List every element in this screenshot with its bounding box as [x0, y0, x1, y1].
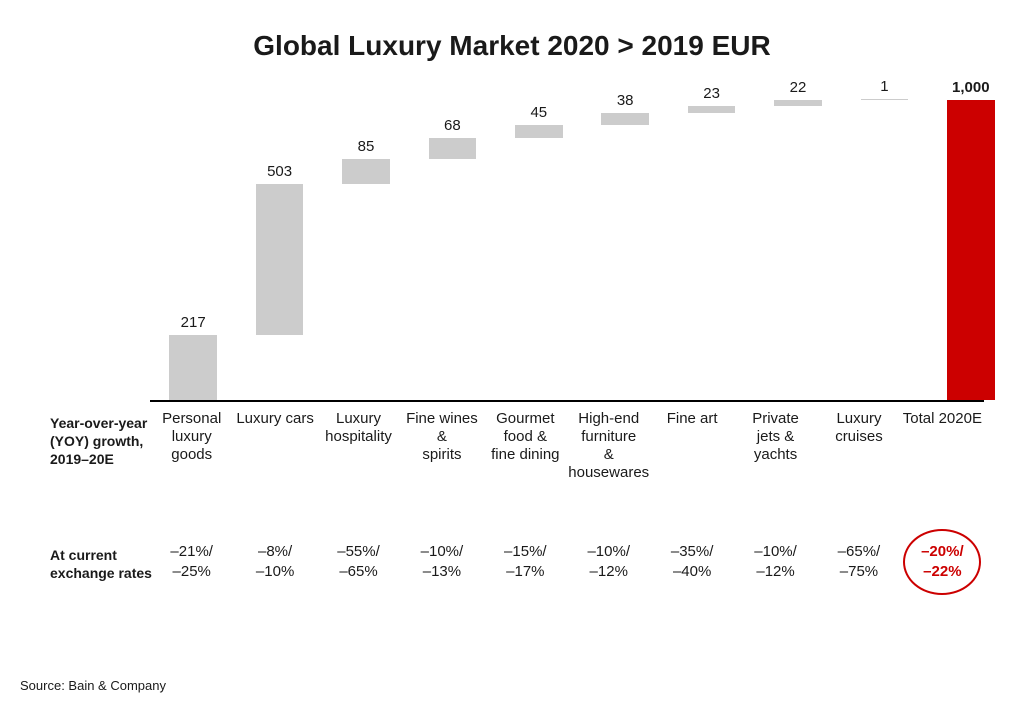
bar-column: 85: [323, 100, 409, 400]
bar-value-label: 1,000: [908, 79, 1024, 96]
category-label: High-endfurniture&housewares: [567, 410, 650, 482]
segment-bar: [774, 100, 822, 107]
category-label: Luxury cars: [233, 410, 316, 428]
bar-column: 68: [409, 100, 495, 400]
bar-column: 45: [496, 100, 582, 400]
segment-bar: [429, 138, 477, 158]
category-labels-row: PersonalluxurygoodsLuxury carsLuxuryhosp…: [150, 410, 984, 482]
highlight-circle: [903, 529, 981, 595]
bar-column: 23: [668, 100, 754, 400]
segment-bar: [169, 335, 217, 400]
category-label: Luxuryhospitality: [317, 410, 400, 446]
segment-bar: [861, 99, 909, 100]
total-bar: [947, 100, 995, 400]
total-rate: –20%/–22%: [901, 542, 984, 583]
chart-title: Global Luxury Market 2020 > 2019 EUR: [30, 30, 994, 62]
category-label: Fine wines&spirits: [400, 410, 483, 464]
bar-column: 1: [841, 100, 927, 400]
segment-rate: –65%/–75%: [817, 542, 900, 583]
yoy-heading: Year-over-year (YOY) growth, 2019–20E: [50, 414, 170, 469]
bar-column: 217: [150, 100, 236, 400]
segment-rate: –10%/–13%: [400, 542, 483, 583]
waterfall-chart: 21750385684538232211,000: [150, 82, 984, 402]
segment-bar: [256, 184, 304, 335]
bar-column: 22: [755, 100, 841, 400]
segment-bar: [342, 159, 390, 185]
segment-rate: –15%/–17%: [484, 542, 567, 583]
rates-row: –21%/–25%–8%/–10%–55%/–65%–10%/–13%–15%/…: [150, 542, 984, 583]
category-label: Luxurycruises: [817, 410, 900, 446]
segment-rate: –10%/–12%: [734, 542, 817, 583]
page: Global Luxury Market 2020 > 2019 EUR 217…: [0, 0, 1024, 711]
category-label: Fine art: [650, 410, 733, 428]
category-label: Total 2020E: [901, 410, 984, 428]
segment-rate: –8%/–10%: [233, 542, 316, 583]
segment-bar: [515, 125, 563, 139]
total-bar-column: 1,000: [928, 100, 1014, 400]
segment-rate: –10%/–12%: [567, 542, 650, 583]
segment-rate: –35%/–40%: [650, 542, 733, 583]
category-label: Privatejets &yachts: [734, 410, 817, 464]
bar-column: 38: [582, 100, 668, 400]
segment-bar: [688, 106, 736, 113]
segment-bar: [601, 113, 649, 124]
source-attribution: Source: Bain & Company: [20, 678, 166, 693]
category-label: Gourmetfood &fine dining: [484, 410, 567, 464]
segment-rate: –55%/–65%: [317, 542, 400, 583]
segment-rate: –21%/–25%: [150, 542, 233, 583]
